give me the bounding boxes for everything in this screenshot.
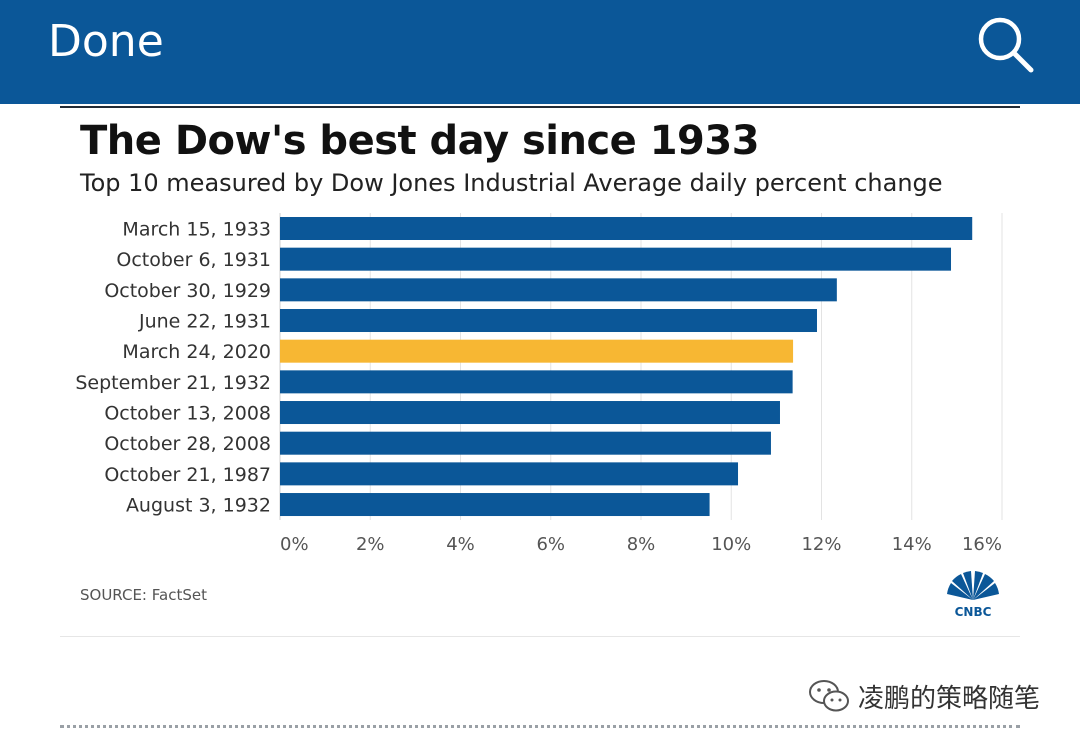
category-label: March 24, 2020	[122, 341, 271, 363]
bar	[280, 431, 771, 455]
category-label: October 13, 2008	[104, 403, 271, 425]
search-icon[interactable]	[975, 14, 1037, 76]
category-label: March 15, 1933	[122, 219, 271, 241]
category-label: October 28, 2008	[104, 433, 271, 455]
bar	[280, 401, 780, 425]
chart-title: The Dow's best day since 1933	[80, 118, 760, 164]
x-tick-label: 0%	[280, 534, 309, 555]
x-tick-label: 2%	[356, 534, 385, 555]
dotted-divider	[60, 725, 1020, 728]
watermark-text: 凌鹏的策略随笔	[858, 683, 1041, 714]
cnbc-logo: CNBC	[940, 570, 1006, 619]
category-label: August 3, 1932	[126, 495, 271, 517]
category-label: October 21, 1987	[104, 464, 271, 486]
category-label: October 6, 1931	[116, 249, 271, 271]
watermark: 凌鹏的策略随笔	[808, 676, 1040, 716]
category-label: June 22, 1931	[138, 311, 271, 333]
bar	[280, 370, 793, 394]
x-tick-label: 6%	[536, 534, 565, 555]
category-label: October 30, 1929	[104, 280, 271, 302]
x-tick-label: 16%	[962, 534, 1002, 555]
bar	[280, 339, 794, 363]
x-tick-label: 12%	[801, 534, 841, 555]
x-tick-label: 10%	[711, 534, 751, 555]
card-top-rule	[60, 106, 1020, 108]
card-bottom-rule	[60, 636, 1020, 637]
bar	[280, 247, 952, 271]
top-bar: Done	[0, 0, 1080, 104]
bar	[280, 462, 739, 486]
x-tick-label: 8%	[627, 534, 656, 555]
bar	[280, 278, 837, 302]
category-label: September 21, 1932	[75, 372, 271, 394]
svg-text:CNBC: CNBC	[955, 605, 992, 618]
bar	[280, 217, 973, 240]
done-button[interactable]: Done	[48, 16, 164, 67]
x-tick-label: 14%	[892, 534, 932, 555]
wechat-icon	[809, 680, 849, 712]
chart-subtitle: Top 10 measured by Dow Jones Industrial …	[80, 169, 943, 197]
bar	[280, 493, 710, 517]
source-note: SOURCE: FactSet	[80, 586, 207, 604]
bar	[280, 309, 817, 333]
x-tick-label: 4%	[446, 534, 475, 555]
